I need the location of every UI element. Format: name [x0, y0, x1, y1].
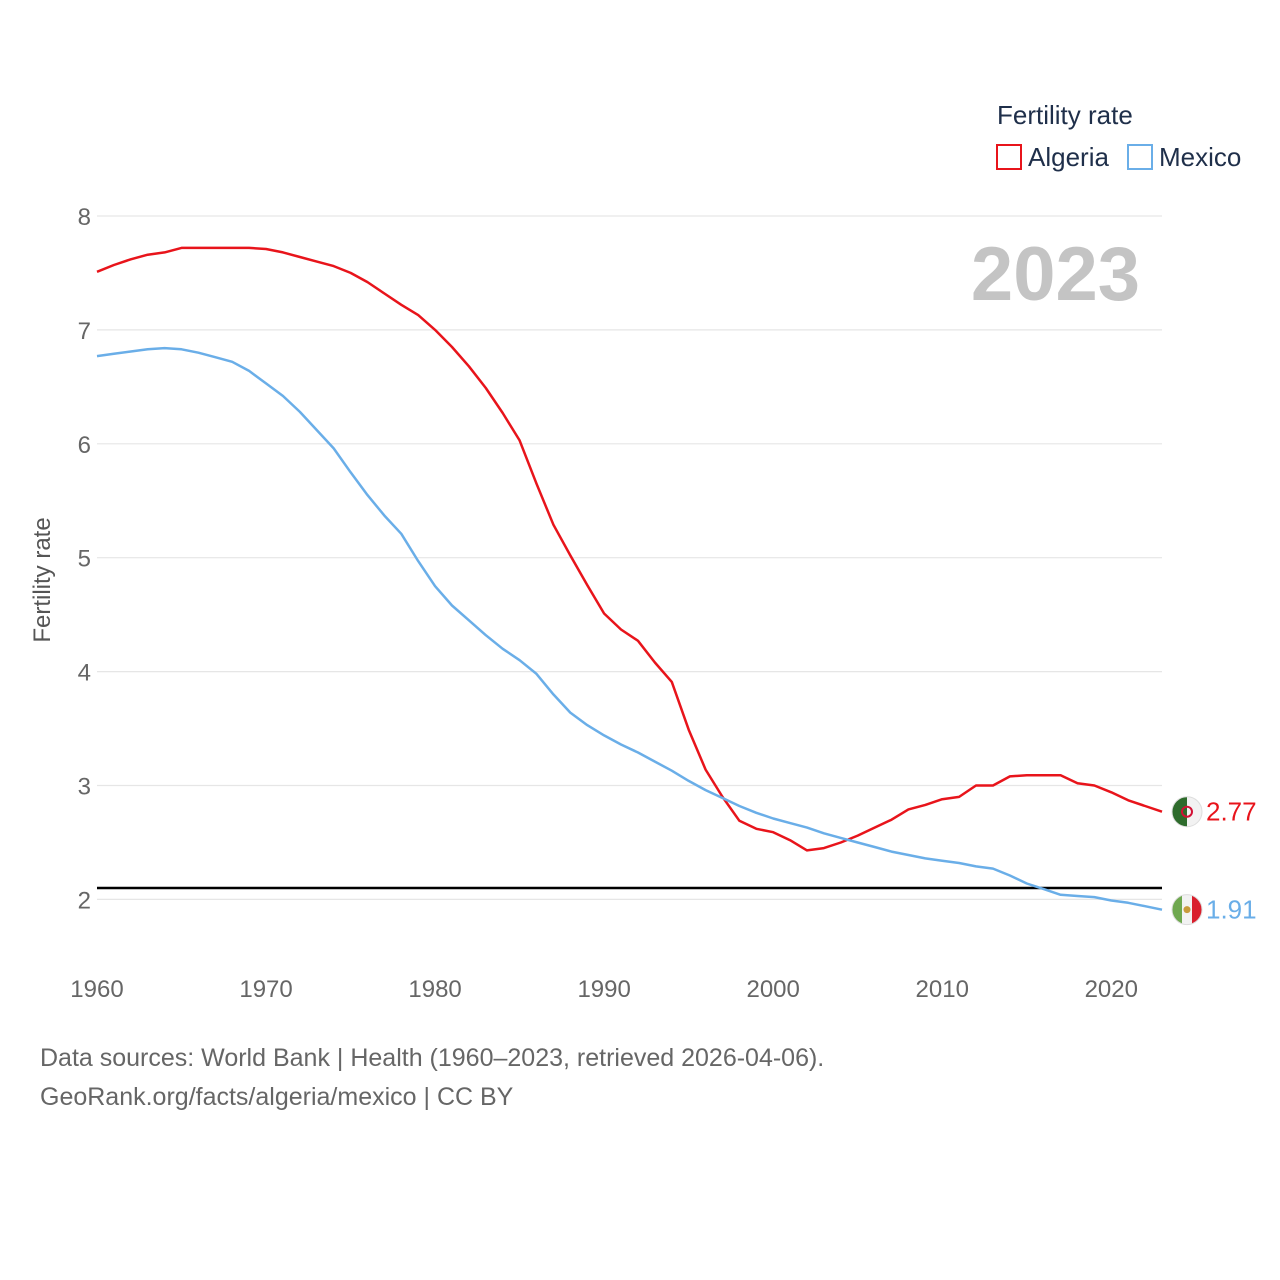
- x-tick-label: 2020: [1085, 976, 1138, 1003]
- end-value-label-mexico: 1.91: [1206, 895, 1257, 925]
- series-lines: [96, 246, 1163, 911]
- y-tick-label: 2: [78, 887, 91, 914]
- flag-ring: [1171, 796, 1203, 828]
- end-markers: 2.77 1.91: [1171, 796, 1257, 926]
- flag-body: [1172, 796, 1202, 827]
- flag-green: [1172, 894, 1182, 925]
- flag-emblem: [1183, 906, 1191, 914]
- end-value-label-algeria: 2.77: [1206, 797, 1257, 827]
- flag-green: [1172, 796, 1187, 827]
- x-tick-label: 1970: [239, 976, 292, 1003]
- y-tick-label: 8: [78, 204, 91, 231]
- x-axis: 1960 1970 1980 1990 2000 2010 2020: [70, 976, 1138, 1003]
- y-tick-label: 4: [78, 660, 91, 687]
- legend-swatch-algeria: [996, 144, 1022, 170]
- series-line-algeria: [96, 246, 1163, 852]
- legend-label-algeria: Algeria: [1028, 142, 1109, 172]
- y-tick-label: 5: [78, 546, 91, 573]
- flag-crescent: [1181, 805, 1193, 818]
- series-line-mexico: [96, 346, 1163, 911]
- algeria-flag-icon: [1171, 796, 1203, 828]
- flag-red: [1192, 894, 1202, 925]
- legend: Fertility rate Algeria Mexico: [996, 100, 1241, 172]
- flag-ring: [1171, 894, 1203, 926]
- legend-label-mexico: Mexico: [1159, 142, 1241, 172]
- year-label: 2023: [971, 232, 1140, 317]
- flag-body: [1172, 894, 1202, 925]
- mexico-flag-icon: [1171, 894, 1203, 926]
- x-tick-label: 1960: [70, 976, 123, 1003]
- legend-title: Fertility rate: [997, 100, 1133, 130]
- x-tick-label: 2000: [746, 976, 799, 1003]
- y-tick-label: 3: [78, 774, 91, 801]
- x-tick-label: 2010: [916, 976, 969, 1003]
- y-axis-title: Fertility rate: [29, 517, 56, 642]
- x-tick-label: 1980: [408, 976, 461, 1003]
- flag-white: [1187, 796, 1202, 827]
- source-line-1: Data sources: World Bank | Health (1960–…: [40, 1044, 825, 1072]
- y-tick-label: 6: [78, 432, 91, 459]
- grid: [97, 215, 1162, 901]
- y-axis: 2 3 4 5 6 7 8: [78, 204, 91, 914]
- x-tick-label: 1990: [577, 976, 630, 1003]
- legend-swatch-mexico: [1127, 144, 1153, 170]
- source-line-2: GeoRank.org/facts/algeria/mexico | CC BY: [40, 1083, 514, 1111]
- y-tick-label: 7: [78, 318, 91, 345]
